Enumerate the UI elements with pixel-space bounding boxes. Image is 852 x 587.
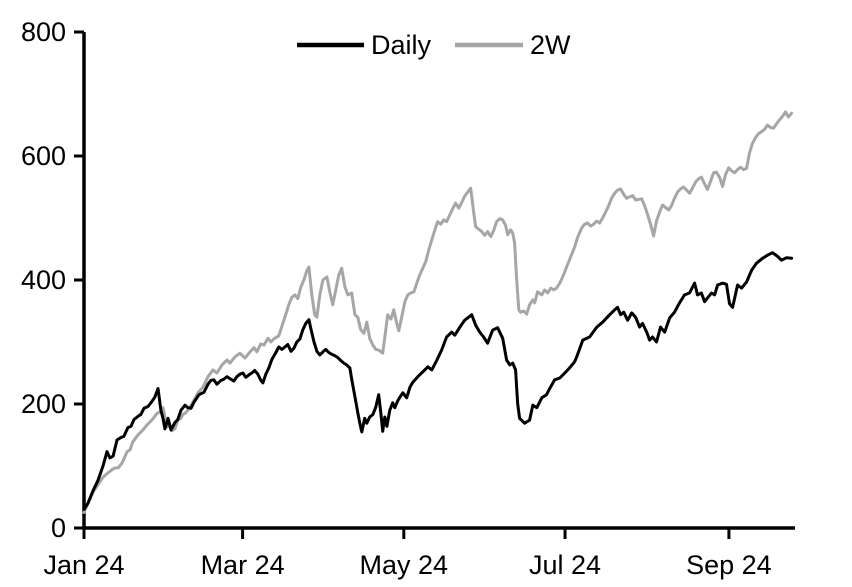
x-tick-label: Jan 24 — [43, 550, 124, 580]
legend-daily-label: Daily — [371, 30, 432, 60]
x-tick-label: Sep 24 — [686, 550, 772, 580]
y-tick-label: 600 — [21, 141, 66, 171]
y-tick-label: 800 — [21, 17, 66, 47]
two-week-series-line — [82, 110, 794, 514]
daily-series-line — [82, 251, 794, 511]
x-tick-label: Jul 24 — [529, 550, 601, 580]
legend-2w-label: 2W — [530, 30, 571, 60]
axes: 0 200 400 600 800 Jan 24 Mar 24 May 24 Jul 24 Sep… — [21, 17, 795, 580]
y-tick-label: 0 — [51, 513, 66, 543]
series-lines — [82, 110, 794, 514]
y-tick-label: 200 — [21, 389, 66, 419]
x-tick-label: Mar 24 — [201, 550, 285, 580]
legend: Daily 2W — [297, 30, 571, 60]
x-tick-label: May 24 — [360, 550, 449, 580]
y-tick-label: 400 — [21, 265, 66, 295]
